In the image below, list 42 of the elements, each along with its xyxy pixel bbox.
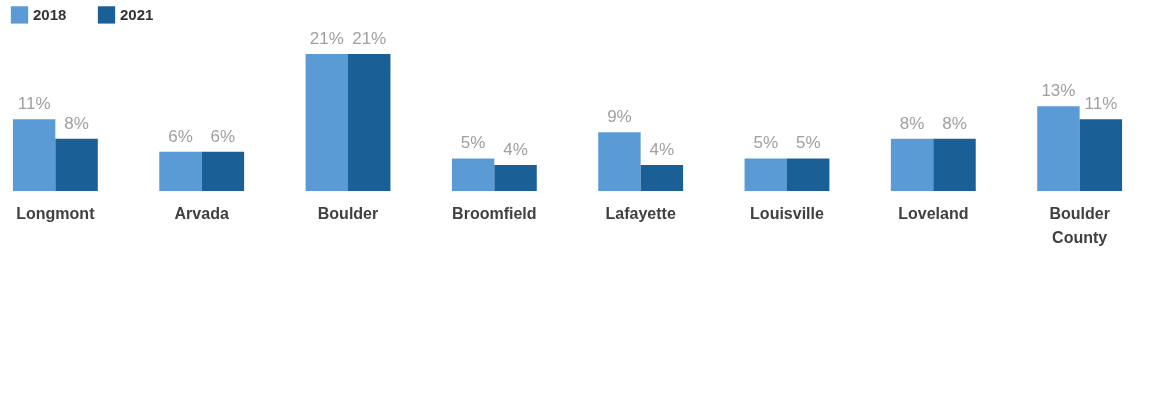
data-label: 21% xyxy=(309,29,344,48)
x-tick-label: Broomfield xyxy=(452,204,537,222)
data-label: 5% xyxy=(460,133,486,153)
bar xyxy=(305,54,349,191)
data-label: 4% xyxy=(503,139,528,159)
x-tick-label: Boulder County xyxy=(1049,204,1110,246)
x-tick-label: Arvada xyxy=(174,204,229,222)
x-tick-label: Loveland xyxy=(898,204,969,222)
bar xyxy=(159,151,202,191)
bar xyxy=(348,54,391,191)
data-label: 8% xyxy=(64,113,89,133)
data-label: 8% xyxy=(942,113,967,133)
bar xyxy=(1037,106,1080,191)
bar xyxy=(451,158,495,191)
bar xyxy=(1079,119,1123,191)
bar xyxy=(201,151,245,191)
bar xyxy=(12,119,56,191)
data-label: 5% xyxy=(753,133,779,153)
bar xyxy=(55,138,98,191)
x-tick-label: Louisville xyxy=(750,204,824,222)
bar xyxy=(890,138,934,191)
data-label: 6% xyxy=(168,126,193,146)
bar xyxy=(933,138,976,191)
legend-label: 2021 xyxy=(120,5,154,23)
data-label: 6% xyxy=(210,126,236,146)
bar xyxy=(744,158,787,191)
bar xyxy=(494,164,537,191)
legend-label: 2018 xyxy=(33,5,67,23)
data-label: 21% xyxy=(352,29,387,48)
bar xyxy=(640,164,684,191)
data-label: 11% xyxy=(1084,94,1118,114)
bar xyxy=(786,158,830,191)
data-label: 11% xyxy=(17,94,51,114)
x-tick-label: Longmont xyxy=(16,204,96,222)
data-label: 4% xyxy=(649,139,675,159)
data-label: 5% xyxy=(795,133,821,153)
bar xyxy=(598,132,641,191)
x-tick-label: Boulder xyxy=(317,204,379,222)
x-tick-label: Lafayette xyxy=(605,204,676,222)
data-label: 8% xyxy=(899,113,925,133)
data-label: 13% xyxy=(1041,81,1076,101)
data-label: 9% xyxy=(607,107,632,127)
